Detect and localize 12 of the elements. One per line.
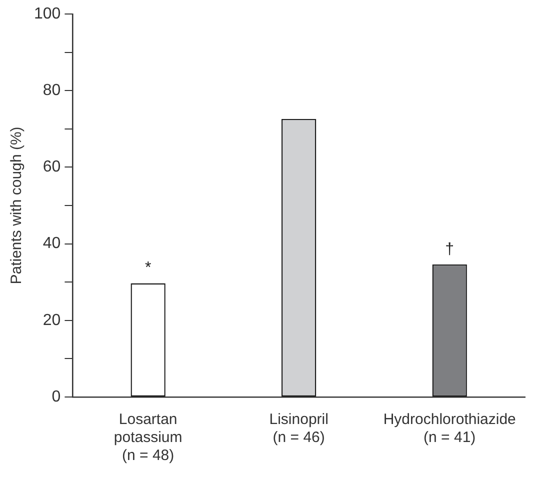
y-axis-title: Patients with cough (%) <box>8 126 26 284</box>
y-tick-label: 60 <box>42 158 61 176</box>
y-tick-label: 20 <box>42 312 61 329</box>
x-tick-label: Lisinopril (n = 46) <box>269 411 328 446</box>
x-tick-label: Losartan potassium (n = 48) <box>114 411 182 464</box>
y-tick-label: 80 <box>42 82 61 100</box>
annotation: † <box>445 240 454 258</box>
y-tick-label: 0 <box>52 388 61 406</box>
x-tick-label: Hydrochlorothiazide (n = 41) <box>383 411 516 446</box>
annotation: * <box>144 260 152 277</box>
y-tick-label: 100 <box>34 5 61 22</box>
y-tick-label: 40 <box>42 235 61 252</box>
